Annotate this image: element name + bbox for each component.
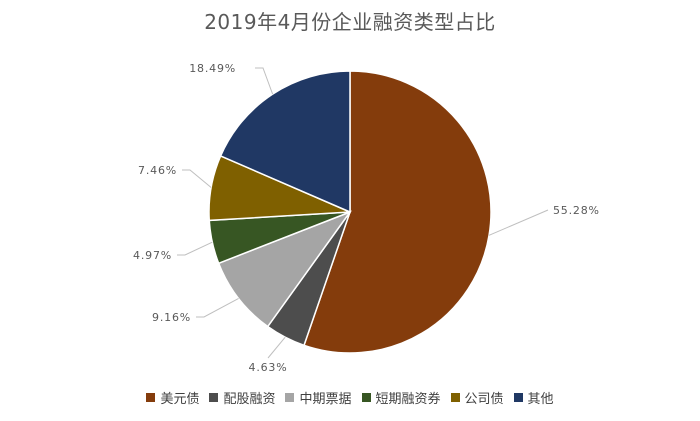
legend-swatch-0 bbox=[146, 393, 156, 402]
legend-label-1: 配股融资 bbox=[223, 392, 276, 407]
data-label-1: 4.63% bbox=[249, 361, 288, 374]
legend-swatch-2 bbox=[285, 393, 295, 402]
leader-line-5 bbox=[255, 67, 274, 95]
legend-swatch-1 bbox=[209, 393, 219, 402]
pie-slice-2 bbox=[217, 210, 353, 328]
leader-line-2 bbox=[196, 298, 239, 318]
chart-title: 2019年4月份企业融资类型占比 bbox=[204, 10, 496, 34]
legend-label-2: 中期票据 bbox=[299, 392, 352, 407]
legend-swatch-4 bbox=[450, 393, 460, 402]
legend-swatch-3 bbox=[361, 393, 371, 402]
legend-item-4: 公司债 bbox=[450, 388, 504, 407]
legend-label-3: 短期融资券 bbox=[375, 392, 441, 407]
legend-label-0: 美元债 bbox=[160, 392, 200, 407]
leader-line-3 bbox=[177, 241, 213, 256]
legend-label-4: 公司债 bbox=[464, 392, 504, 407]
data-label-2: 9.16% bbox=[152, 311, 191, 324]
pie-slice-5 bbox=[219, 70, 351, 214]
legend-item-1: 配股融资 bbox=[209, 388, 275, 407]
leader-line-1 bbox=[267, 336, 286, 359]
legend-swatch-5 bbox=[513, 393, 523, 402]
legend-item-5: 其他 bbox=[513, 388, 554, 407]
leader-line-0 bbox=[488, 209, 549, 236]
data-label-5: 18.49% bbox=[189, 62, 236, 75]
legend-item-0: 美元债 bbox=[146, 388, 199, 407]
data-label-0: 55.28% bbox=[553, 204, 600, 217]
legend-item-2: 中期票据 bbox=[285, 388, 352, 407]
legend-item-3: 短期融资券 bbox=[361, 388, 441, 407]
leader-line-4 bbox=[182, 169, 212, 188]
legend-label-5: 其他 bbox=[527, 392, 554, 407]
data-label-4: 7.46% bbox=[138, 164, 177, 177]
legend: 美元债 配股融资 中期票据 短期融资券 公司债 其他 bbox=[0, 388, 700, 407]
data-label-3: 4.97% bbox=[133, 249, 172, 262]
pie-slice-0 bbox=[303, 70, 492, 354]
